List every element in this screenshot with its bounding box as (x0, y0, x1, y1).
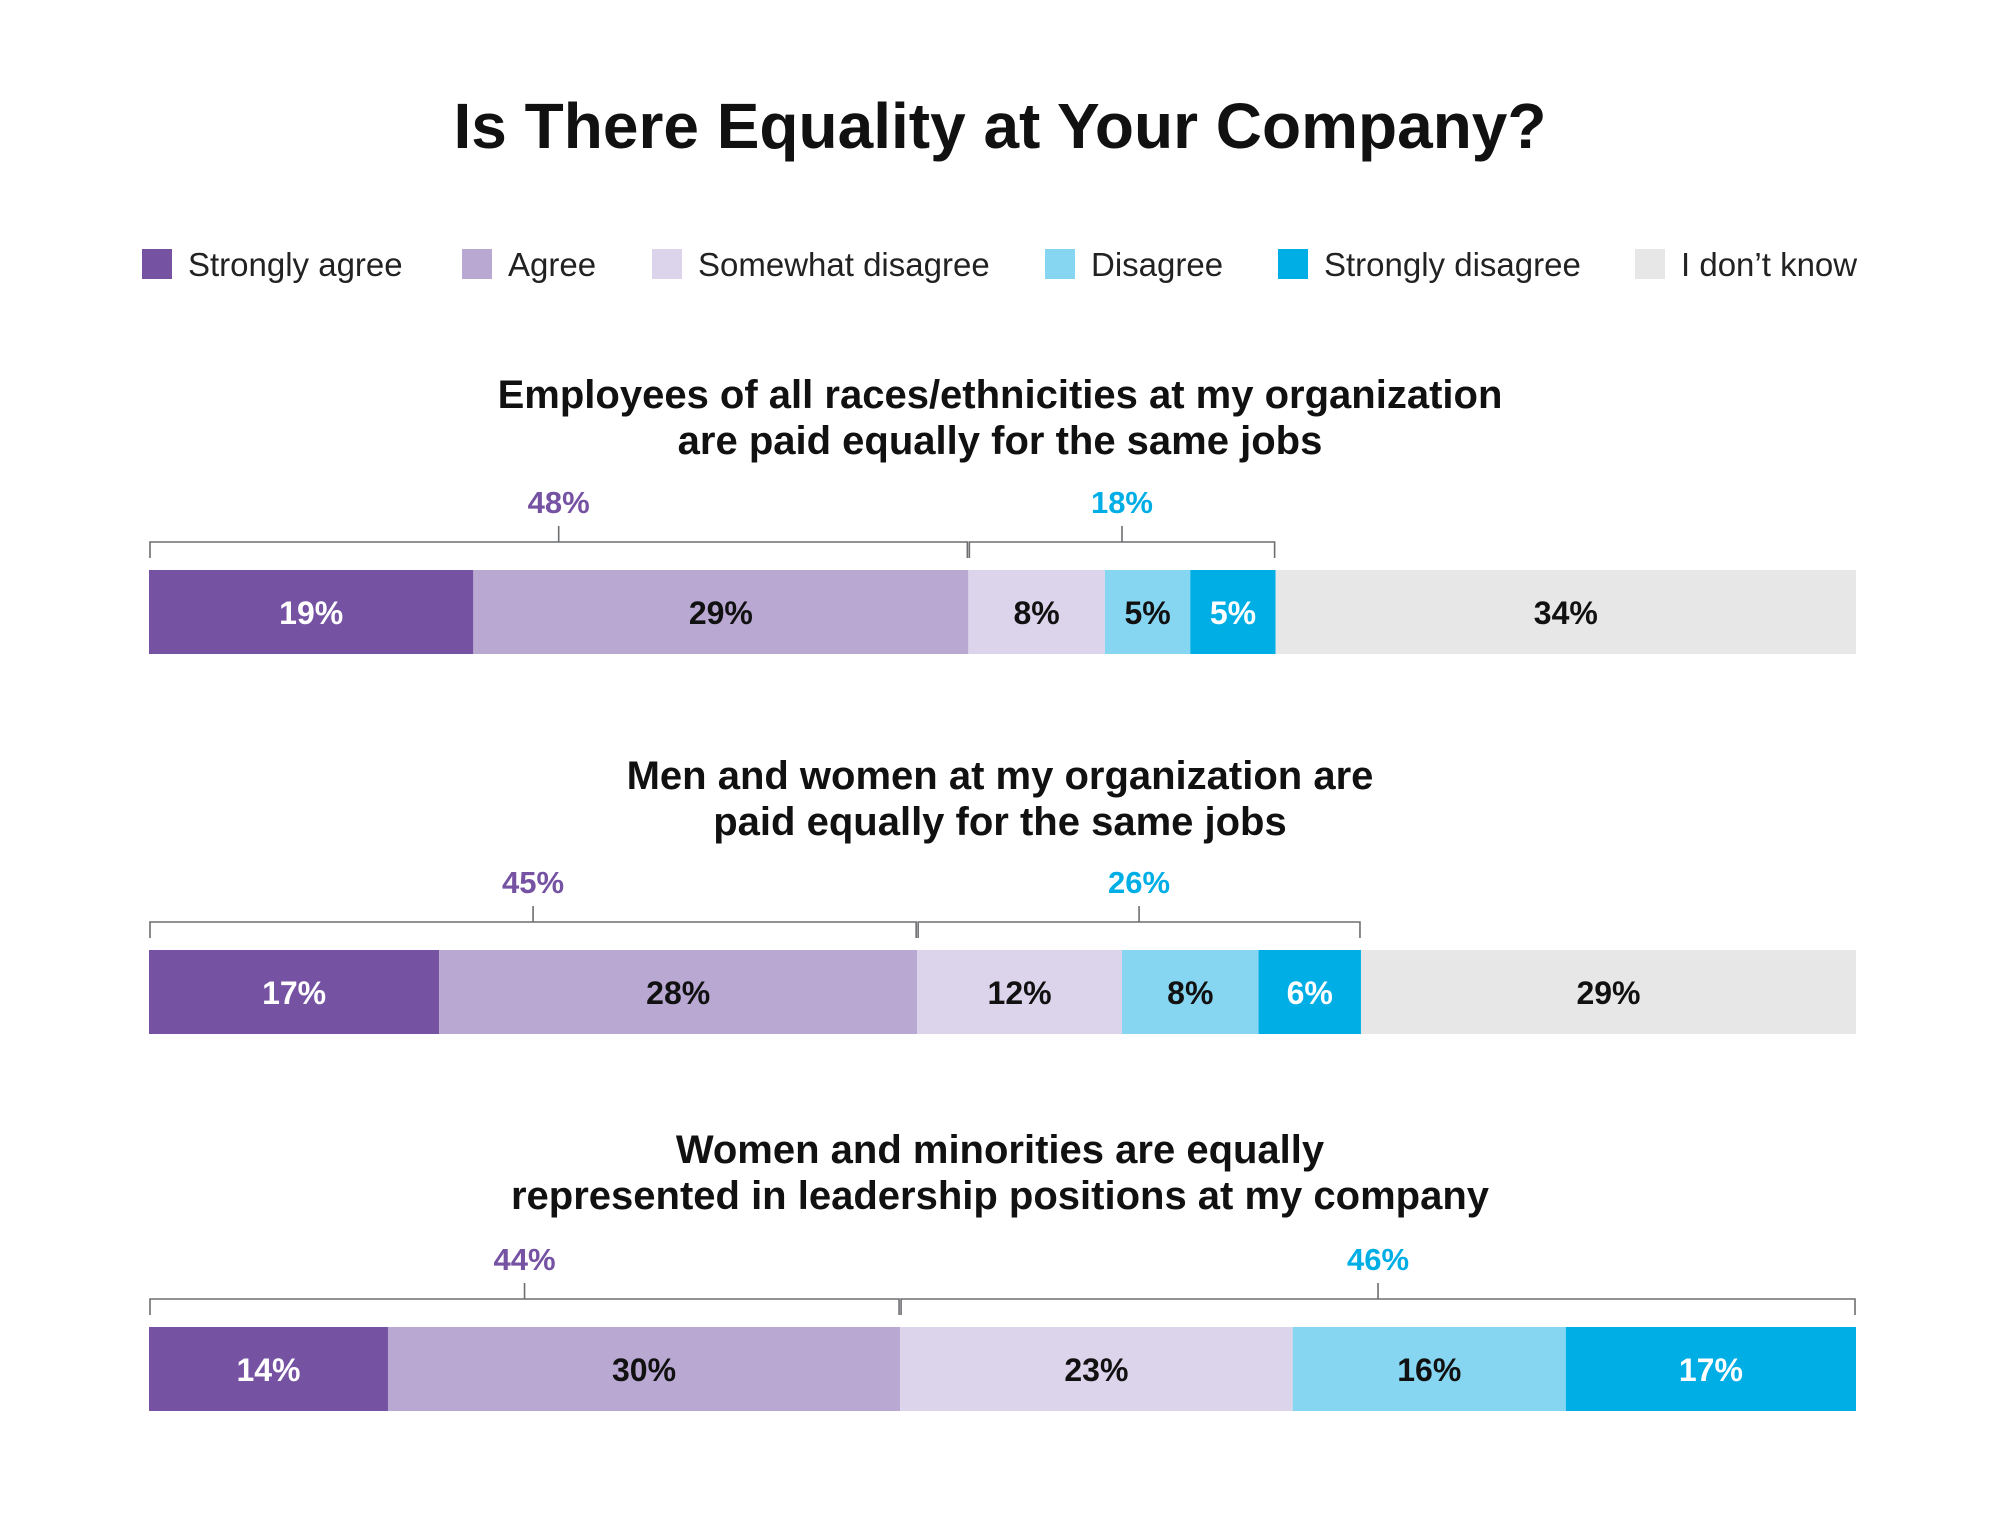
segment-value-label: 17% (262, 975, 326, 1011)
bracket-total-label: 45% (502, 865, 564, 900)
disagree-total-bracket: 26% (917, 865, 1361, 938)
question-title-line: Men and women at my organization are (627, 754, 1374, 798)
bar-segment-somewhat-disagree (900, 1327, 1293, 1411)
question-title-line: Employees of all races/ethnicities at my… (498, 373, 1503, 417)
question-panel-3: Women and minorities are equallyrepresen… (149, 1128, 1856, 1411)
bracket-line (149, 526, 969, 558)
bar-segment-somewhat-disagree (968, 570, 1105, 654)
legend-swatch (652, 249, 682, 279)
segment-value-label: 29% (689, 595, 753, 631)
segment-value-label: 16% (1397, 1352, 1461, 1388)
segment-value-label: 12% (988, 975, 1052, 1011)
disagree-total-bracket: 18% (968, 485, 1276, 558)
segment-value-label: 6% (1287, 975, 1333, 1011)
legend: Strongly agree Agree Somewhat disagree Disa… (142, 246, 1857, 283)
legend-swatch (1635, 249, 1665, 279)
bar-segment-strongly-agree (149, 1327, 388, 1411)
segment-value-label: 14% (236, 1352, 300, 1388)
segment-value-label: 29% (1576, 975, 1640, 1011)
segment-value-label: 8% (1014, 595, 1060, 631)
bracket-total-label: 44% (494, 1242, 556, 1277)
chart-title: Is There Equality at Your Company? (454, 90, 1547, 162)
agree-total-bracket: 44% (149, 1242, 900, 1315)
legend-swatch (142, 249, 172, 279)
bar-segment-agree (439, 950, 918, 1034)
legend-item-strongly-disagree: Strongly disagree (1278, 246, 1581, 283)
bar-segment-agree (473, 570, 969, 654)
segment-value-label: 17% (1679, 1352, 1743, 1388)
bar-segment-dont-know (1360, 950, 1856, 1034)
legend-label: Somewhat disagree (698, 246, 990, 283)
agree-total-bracket: 48% (149, 485, 969, 558)
bracket-line (900, 1283, 1856, 1315)
chart-panels: Employees of all races/ethnicities at my… (149, 373, 1856, 1411)
question-panel-1: Employees of all races/ethnicities at my… (149, 373, 1856, 654)
bracket-line (917, 906, 1361, 938)
legend-item-disagree: Disagree (1045, 246, 1223, 283)
bracket-line (149, 1283, 900, 1315)
bracket-total-label: 48% (528, 485, 590, 520)
segment-value-label: 5% (1124, 595, 1170, 631)
legend-label: Disagree (1091, 246, 1223, 283)
bar-segment-somewhat-disagree (917, 950, 1122, 1034)
segment-value-label: 34% (1534, 595, 1598, 631)
segment-value-label: 30% (612, 1352, 676, 1388)
legend-label: I don’t know (1681, 246, 1857, 283)
bar-segment-disagree (1292, 1327, 1566, 1411)
question-title-line: Women and minorities are equally (676, 1128, 1325, 1172)
question-title-line: are paid equally for the same jobs (678, 419, 1323, 463)
bracket-line (149, 906, 917, 938)
legend-swatch (1045, 249, 1075, 279)
question-title-line: paid equally for the same jobs (713, 800, 1286, 844)
legend-swatch (1278, 249, 1308, 279)
bar-segment-agree (387, 1327, 901, 1411)
bar-segment-disagree (1121, 950, 1259, 1034)
disagree-total-bracket: 46% (900, 1242, 1856, 1315)
bar-segment-strongly-agree (149, 950, 440, 1034)
legend-label: Strongly agree (188, 246, 403, 283)
legend-item-dont-know: I don’t know (1635, 246, 1857, 283)
legend-swatch (462, 249, 492, 279)
bar-segment-strongly-disagree (1565, 1327, 1856, 1411)
bracket-total-label: 26% (1108, 865, 1170, 900)
legend-item-strongly-agree: Strongly agree (142, 246, 403, 283)
bracket-total-label: 18% (1091, 485, 1153, 520)
bar-segment-strongly-disagree (1258, 950, 1361, 1034)
bar-segment-disagree (1104, 570, 1191, 654)
agree-total-bracket: 45% (149, 865, 917, 938)
legend-label: Strongly disagree (1324, 246, 1581, 283)
bar-segment-strongly-disagree (1190, 570, 1276, 654)
bracket-line (968, 526, 1276, 558)
legend-label: Agree (508, 246, 596, 283)
legend-item-somewhat-disagree: Somewhat disagree (652, 246, 990, 283)
segment-value-label: 19% (279, 595, 343, 631)
segment-value-label: 23% (1064, 1352, 1128, 1388)
question-title-line: represented in leadership positions at m… (511, 1174, 1490, 1218)
segment-value-label: 8% (1167, 975, 1213, 1011)
bar-segment-strongly-agree (149, 570, 474, 654)
bar-segment-dont-know (1275, 570, 1856, 654)
question-panel-2: Men and women at my organization arepaid… (149, 754, 1856, 1034)
segment-value-label: 28% (646, 975, 710, 1011)
legend-item-agree: Agree (462, 246, 596, 283)
segment-value-label: 5% (1210, 595, 1256, 631)
bracket-total-label: 46% (1347, 1242, 1409, 1277)
